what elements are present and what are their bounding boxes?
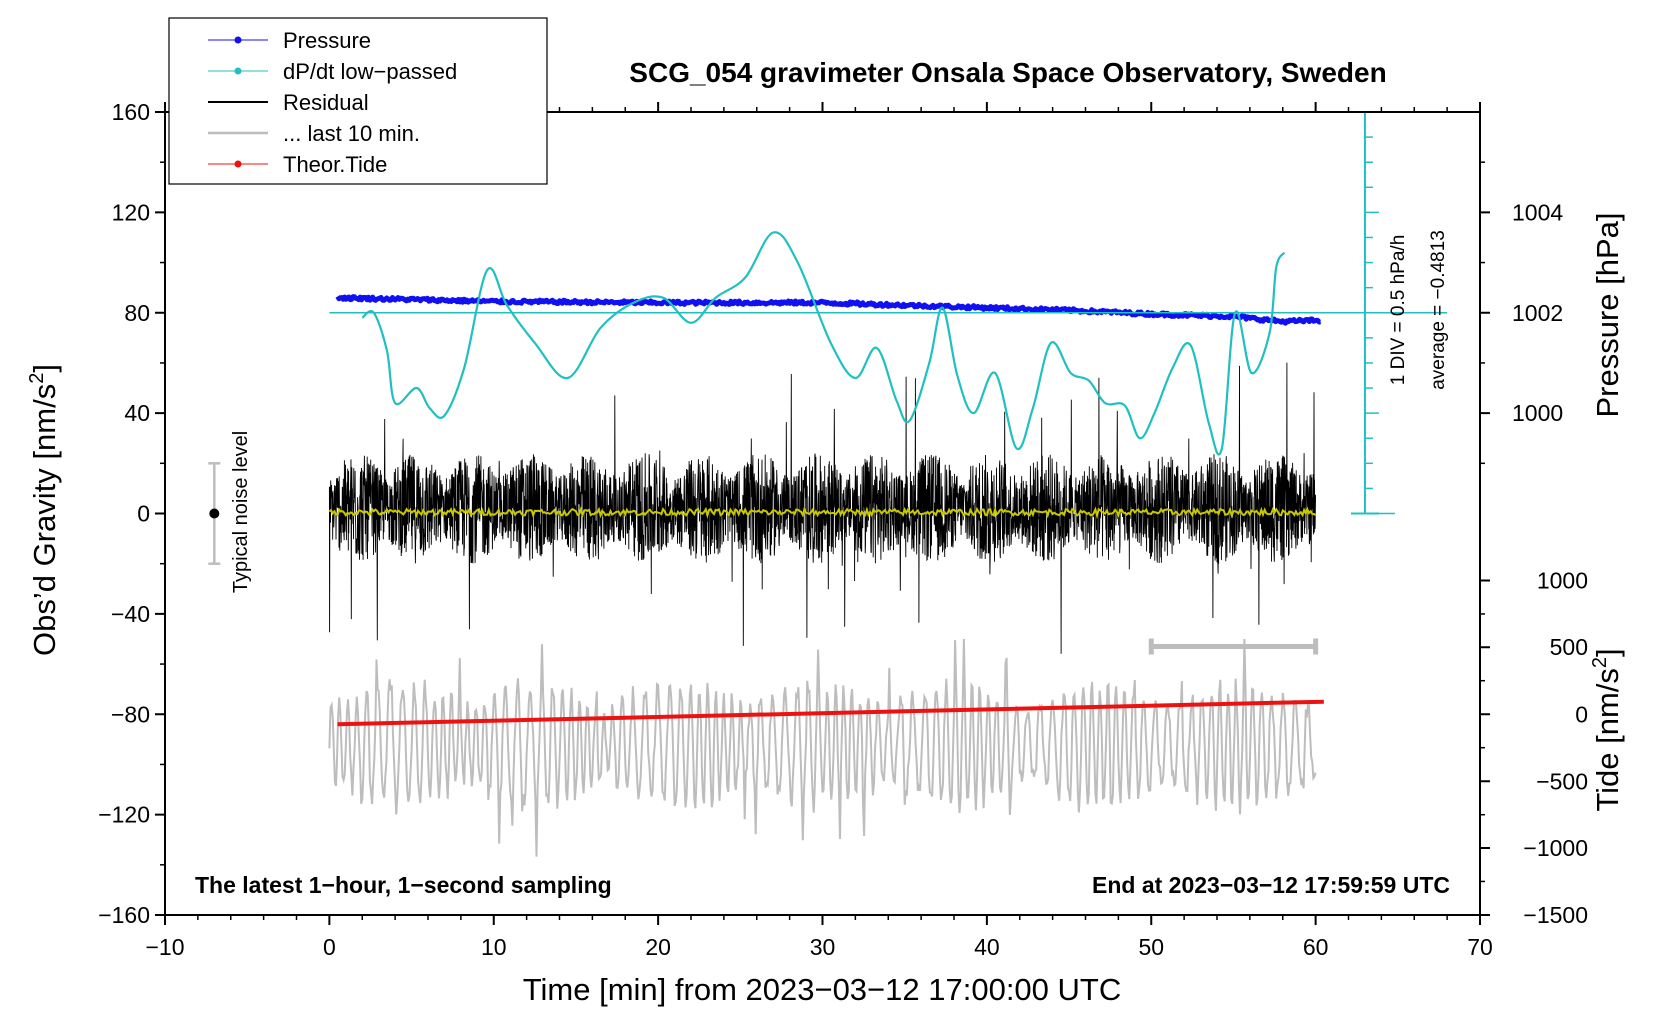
x-tick-label: 20 <box>645 934 671 960</box>
dpdt-series <box>361 231 1286 456</box>
pressure-series <box>335 294 1322 326</box>
x-tick-label: 60 <box>1303 934 1329 960</box>
noise-level-bar <box>208 462 221 565</box>
last-10-min-line <box>328 638 1317 857</box>
last-10-min-series <box>328 638 1317 857</box>
dpdt-scale-label: 1 DIV = 0.5 hPa/h <box>1388 235 1409 386</box>
x-tick-label: 0 <box>323 934 336 960</box>
y-tick-label: −80 <box>111 701 150 727</box>
chart-title: SCG_054 gravimeter Onsala Space Observat… <box>629 57 1386 88</box>
legend-label-residual: Residual <box>283 90 369 115</box>
theor-tide-series <box>337 699 1324 727</box>
x-tick-label: 30 <box>810 934 836 960</box>
dpdt-average-label: average = −0.4813 <box>1428 230 1449 390</box>
pressure-tick-label: 1002 <box>1512 300 1563 326</box>
x-tick-label: 70 <box>1467 934 1493 960</box>
legend-label-dpdt: dP/dt low−passed <box>283 59 457 84</box>
legend-label-last10: ... last 10 min. <box>283 121 420 146</box>
y-axis-label-tide: Tide [nm/s2] <box>1589 648 1625 811</box>
tide-tick-label: −1500 <box>1523 902 1588 928</box>
legend-entry-pressure: Pressure <box>208 28 371 53</box>
y-tick-label: 120 <box>112 199 150 225</box>
pressure-tick-label: 1004 <box>1512 199 1563 225</box>
tide-tick-label: 500 <box>1550 634 1588 660</box>
residual-smoothed-line <box>328 506 1317 520</box>
dpdt-scale <box>329 111 1448 515</box>
legend-entry-residual: Residual <box>208 90 369 115</box>
axes: −10 0 10 20 30 40 50 60 70 160 120 80 40 0 −40 −80 −120 −… <box>98 99 1588 960</box>
y-tick-label: 0 <box>137 501 150 527</box>
legend-entry-dpdt: dP/dt low−passed <box>208 59 457 84</box>
pressure-line <box>335 294 1322 326</box>
y-tick-label: 80 <box>124 300 150 326</box>
last-10-min-bar <box>1148 638 1319 655</box>
y-tick-label: 160 <box>112 99 150 125</box>
legend-label-tide: Theor.Tide <box>283 152 387 177</box>
tide-tick-label: −500 <box>1536 768 1588 794</box>
tide-tick-label: 1000 <box>1537 568 1588 594</box>
y-tick-label: −160 <box>98 902 150 928</box>
annotation-sampling: The latest 1−hour, 1−second sampling <box>195 872 612 898</box>
x-tick-label: 40 <box>974 934 1000 960</box>
dpdt-line <box>361 231 1286 456</box>
theor-tide-line <box>337 699 1324 727</box>
pressure-tick-label: 1000 <box>1512 400 1563 426</box>
x-axis-label: Time [min] from 2023−03−12 17:00:00 UTC <box>523 972 1122 1007</box>
legend-label-pressure: Pressure <box>283 28 371 53</box>
legend-entry-tide: Theor.Tide <box>208 152 387 177</box>
x-tick-label: 50 <box>1138 934 1164 960</box>
noise-bar-point <box>209 508 220 519</box>
y-axis-label-left: Obs’d Gravity [nm/s2] <box>26 364 62 656</box>
y-tick-label: −120 <box>98 802 150 828</box>
legend: Pressure dP/dt low−passed Residual ... l… <box>168 17 548 185</box>
legend-entry-last10: ... last 10 min. <box>208 121 420 146</box>
annotation-end-time: End at 2023−03−12 17:59:59 UTC <box>1092 872 1450 898</box>
tide-tick-label: −1000 <box>1523 835 1588 861</box>
x-tick-label: 10 <box>481 934 507 960</box>
noise-level-label: Typical noise level <box>230 431 252 593</box>
residual-series <box>328 362 1317 654</box>
y-axis-label-pressure: Pressure [hPa] <box>1590 212 1625 417</box>
residual-line <box>328 362 1317 654</box>
residual-smoothed-series <box>328 506 1317 520</box>
y-tick-label: −40 <box>111 601 150 627</box>
x-tick-label: −10 <box>145 934 184 960</box>
tide-tick-label: 0 <box>1575 701 1588 727</box>
y-tick-label: 40 <box>124 400 150 426</box>
